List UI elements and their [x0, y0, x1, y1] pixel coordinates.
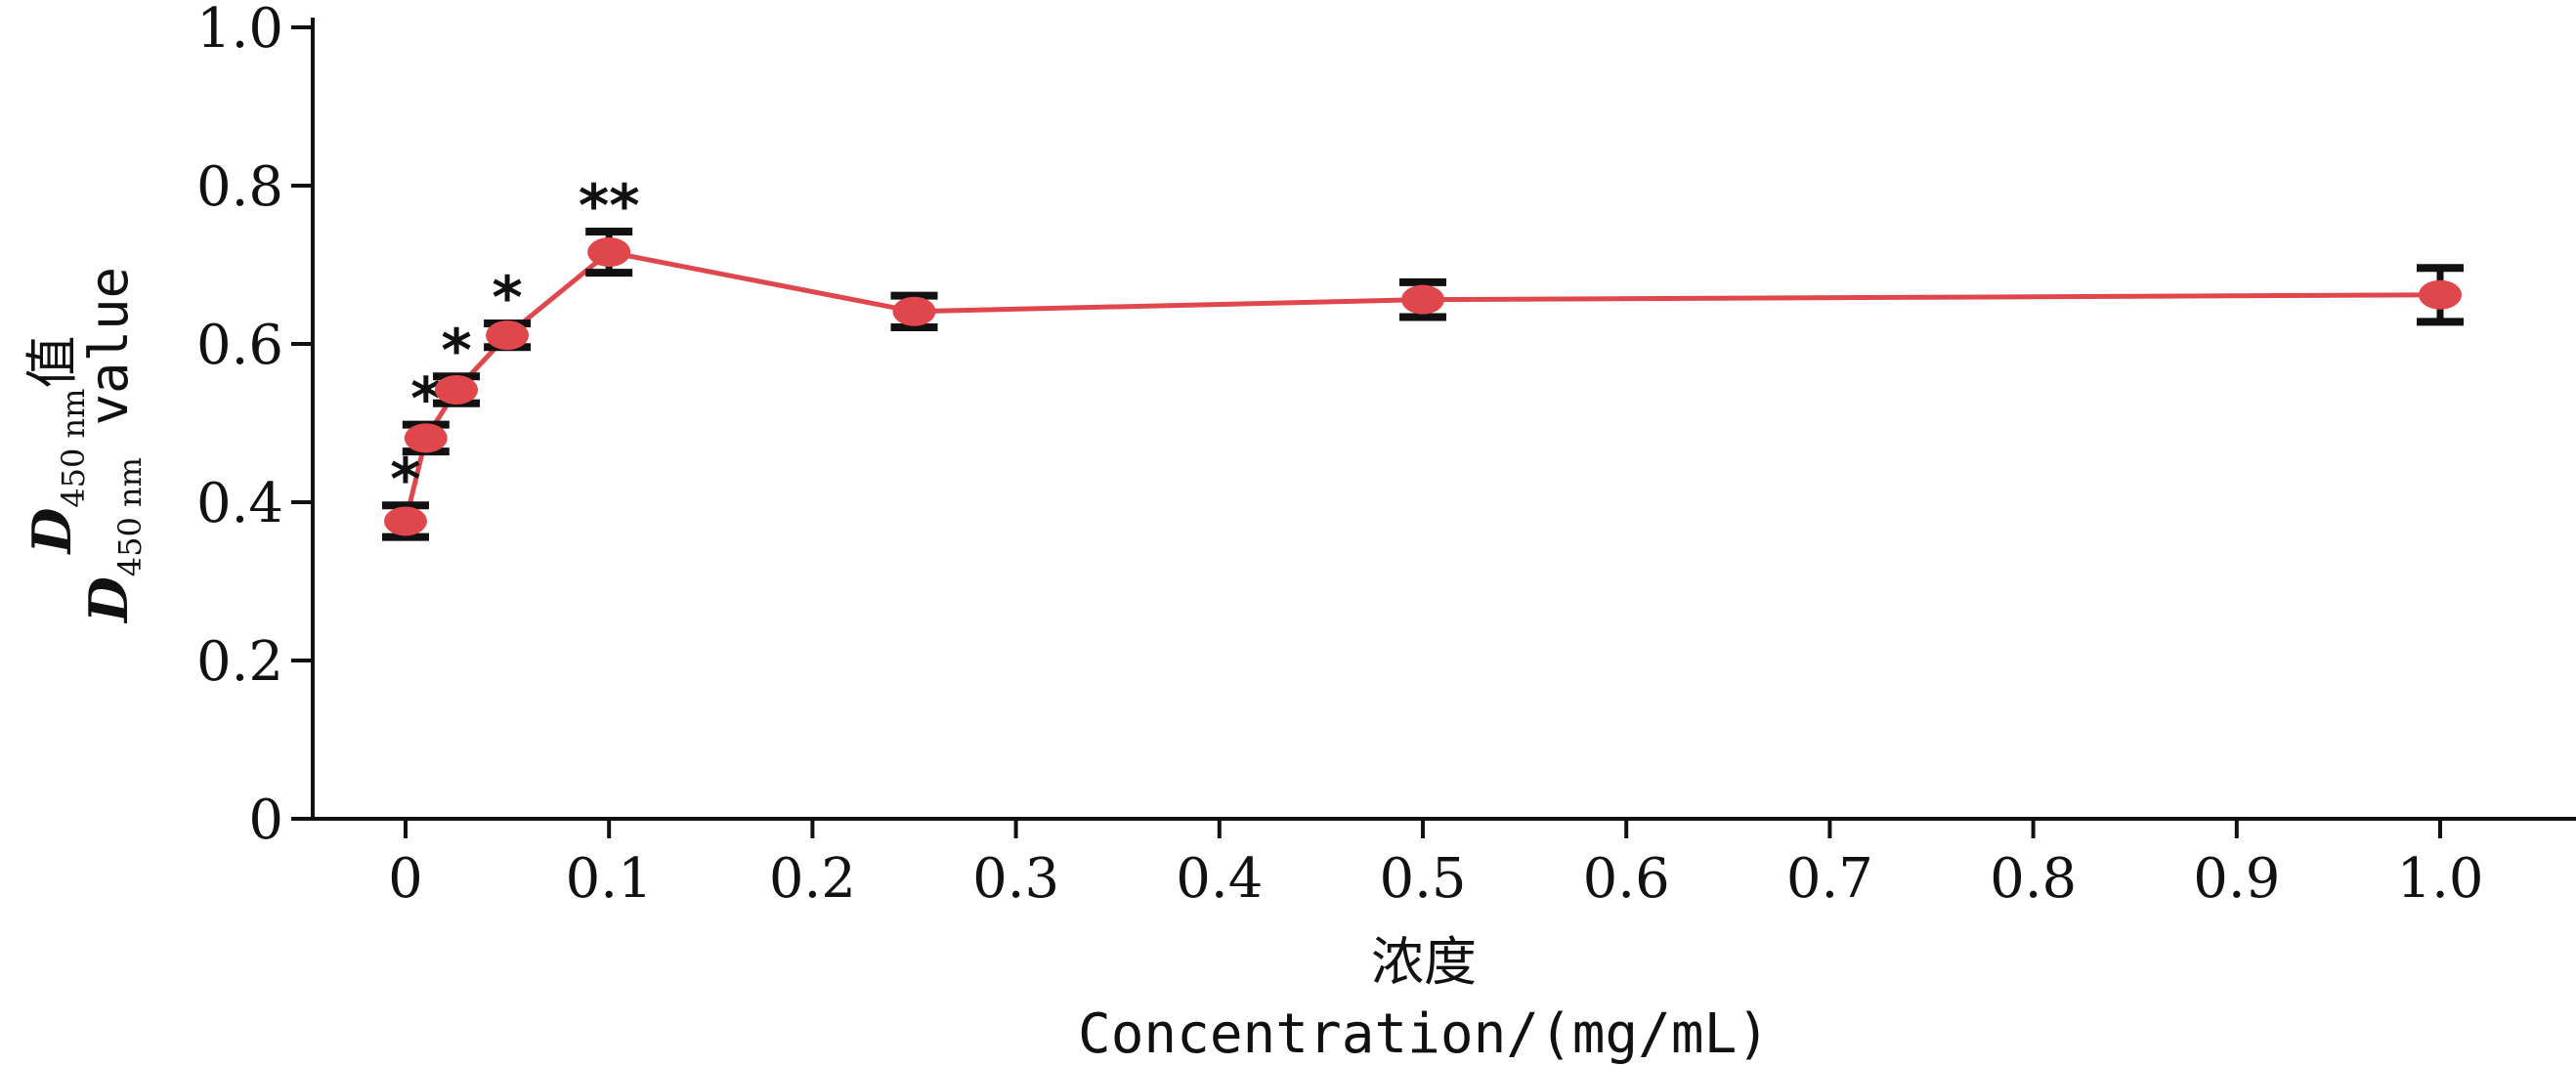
y-axis-title-chinese: D450 nm值 — [21, 335, 92, 555]
significance-label: * — [492, 264, 522, 332]
x-tick-label: 0.4 — [1176, 847, 1263, 911]
significance-label: ** — [579, 172, 640, 240]
x-tick-label: 0.6 — [1583, 847, 1670, 911]
x-tick-label: 0.1 — [566, 847, 653, 911]
y-tick-label: 0.2 — [196, 630, 283, 694]
data-point-group: * — [402, 365, 450, 456]
data-point — [486, 320, 530, 351]
y-tick-label: 0.4 — [196, 472, 283, 535]
y-title-en-var: D — [77, 576, 140, 624]
y-title-en-sub: 450 nm — [111, 457, 149, 576]
y-ticks: 0 0.2 0.4 0.6 0.8 1.0 — [196, 0, 313, 852]
significance-label: * — [441, 317, 471, 385]
x-tick-label: 0.3 — [972, 847, 1059, 911]
data-point-group — [890, 291, 938, 331]
axes — [311, 18, 2576, 821]
y-tick-label: 0.8 — [196, 155, 283, 219]
x-axis-title-english: Concentration/(mg/mL) — [1078, 1002, 1770, 1065]
data-point — [2419, 279, 2462, 310]
data-point — [587, 237, 631, 268]
data-point-group: * — [484, 264, 532, 352]
data-point — [1401, 284, 1444, 315]
data-point-group — [1399, 277, 1446, 321]
y-title-cn-suffix: 值 — [21, 335, 83, 388]
data-point — [435, 374, 479, 405]
x-axis-title-chinese: 浓度 — [1371, 931, 1477, 993]
y-tick-label: 1.0 — [196, 0, 283, 61]
data-point — [892, 296, 936, 326]
data-point-group: ** — [579, 172, 640, 277]
x-tick-label: 0.5 — [1379, 847, 1466, 911]
y-tick-label: 0.6 — [196, 314, 283, 377]
y-tick-label: 0 — [248, 788, 283, 852]
x-tick-label: 0 — [388, 847, 423, 911]
x-tick-label: 1.0 — [2396, 847, 2483, 911]
y-title-cn-sub: 450 nm — [55, 388, 92, 507]
x-ticks: 0 0.1 0.2 0.3 0.4 0.5 0.6 0.7 0.8 0.9 1.0 — [388, 819, 2484, 911]
data-point-group: * — [382, 446, 429, 541]
significance-label: * — [390, 446, 420, 514]
y-axis-title-english: D450 nm value — [77, 267, 149, 624]
svg-text:D450 nm value: D450 nm value — [77, 267, 149, 624]
x-tick-label: 0.8 — [1990, 847, 2077, 911]
x-tick-label: 0.2 — [769, 847, 856, 911]
data-point-group — [2417, 264, 2464, 326]
data-point — [404, 423, 448, 453]
data-point — [384, 506, 427, 536]
x-tick-label: 0.9 — [2193, 847, 2280, 911]
y-title-cn-var: D — [21, 508, 83, 556]
data-series: ****** — [382, 172, 2464, 541]
data-point-group: * — [433, 317, 481, 407]
svg-text:D450 nm值: D450 nm值 — [21, 335, 92, 555]
y-title-en-suffix: value — [78, 267, 140, 457]
x-tick-label: 0.7 — [1786, 847, 1873, 911]
